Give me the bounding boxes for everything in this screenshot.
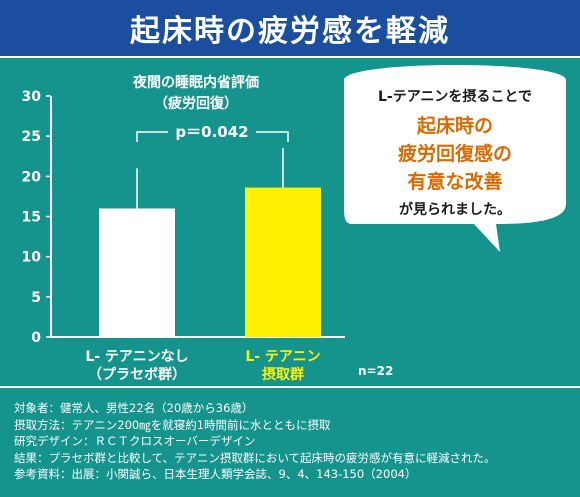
note-reference: 参考資料：出展：小関誠ら、日本生理人類学会誌、9、4、143-150（2004） [14,467,417,481]
callout-line-last: が見られました。 [399,201,511,218]
speech-bubble: L-テアニンを摂ることで 起床時の 疲労回復感の 有意な改善 が見られました。 [344,65,566,252]
page-title: 起床時の疲労感を軽減 [130,14,450,49]
bar [245,187,321,337]
callout-highlight-3: 有意な改善 [407,170,502,193]
category-label: （プラセボ群） [88,366,186,383]
y-tick-label: 5 [31,290,41,306]
note-result: 結果：プラセボ群と比較して、テアニン摂取群において起床時の疲労感が有意に軽減され… [14,450,496,465]
y-tick-label: 25 [22,129,41,145]
p-value-label: p＝0.042 [175,123,248,141]
note-subjects: 対象者：健常人、男性22名（20歳から36歳） [14,401,254,415]
category-label: 摂取群 [262,366,304,383]
y-tick-label: 15 [22,210,41,226]
note-design: 研究デザイン：ＲＣＴクロスオーバーデザイン [14,434,256,448]
bar [99,208,175,337]
study-notes: 対象者：健常人、男性22名（20歳から36歳） 摂取方法：テアニン200㎎を就寝… [14,400,574,483]
sample-size-label: n=22 [358,364,393,378]
header-divider [0,56,580,58]
header-banner: 起床時の疲労感を軽減 [0,0,580,56]
y-tick-label: 20 [22,169,42,185]
significance-bracket [136,131,289,142]
chart-title-line-2: （疲労回復） [154,95,238,112]
y-tick-label: 0 [31,330,41,346]
callout-highlight-1: 起床時の [416,114,493,137]
bar-series [99,148,321,337]
notes-divider [0,386,580,388]
speech-bubble-shape [344,65,566,252]
category-label: L- テアニンなし [85,349,188,365]
y-tick-label: 30 [22,89,42,105]
category-labels: L- テアニンなし（プラセボ群） L- テアニン摂取群 [85,349,320,383]
chart-title-line-1: 夜間の睡眠内省評価 [132,74,259,91]
callout-line-1: L-テアニンを摂ることで [378,88,532,105]
callout-highlight-2: 疲労回復感の [398,142,512,165]
category-label: L- テアニン [245,349,320,365]
note-method: 摂取方法：テアニン200㎎を就寝約1時間前に水とともに摂取 [14,417,331,432]
y-tick-label: 10 [22,250,42,266]
